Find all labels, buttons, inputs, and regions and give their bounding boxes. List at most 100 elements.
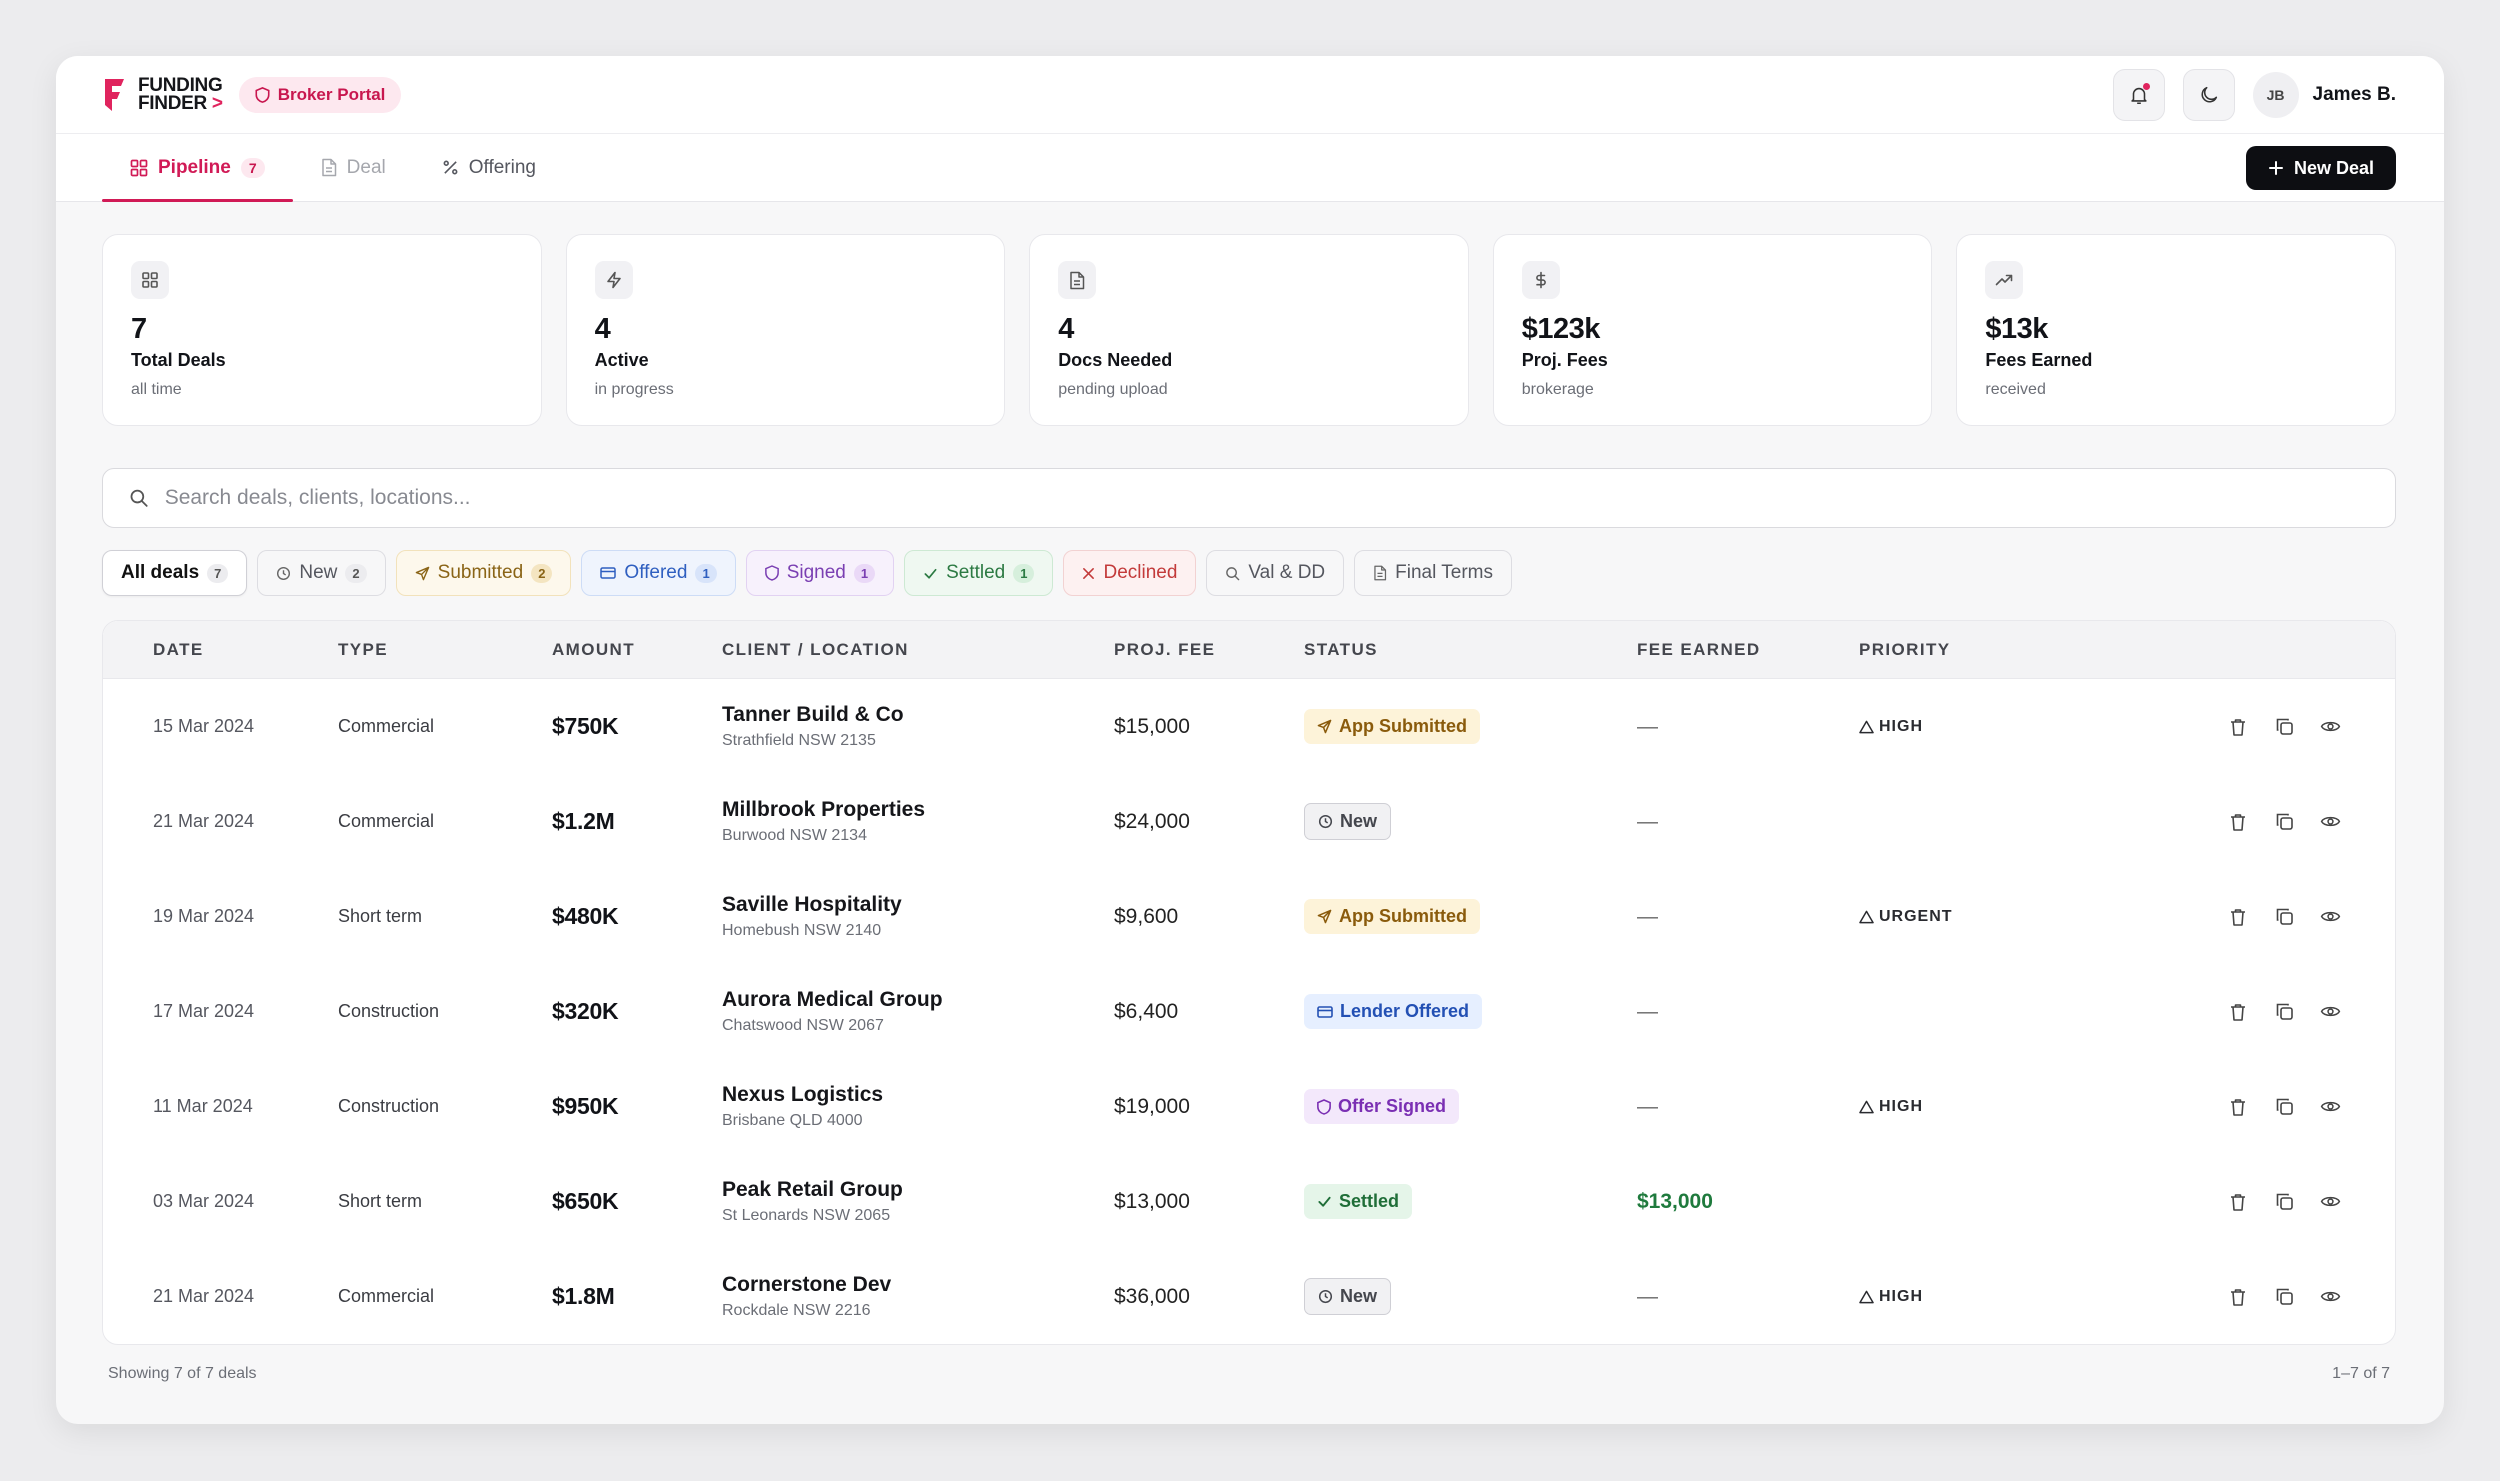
filter-count: 2 bbox=[531, 563, 553, 583]
theme-toggle-button[interactable] bbox=[2182, 68, 2235, 121]
priority-badge: URGENT bbox=[1859, 908, 2059, 926]
filter-settled[interactable]: Settled 1 bbox=[904, 550, 1054, 596]
new-deal-label: New Deal bbox=[2293, 157, 2374, 178]
search-input[interactable] bbox=[164, 486, 2369, 510]
status-badge: New bbox=[1304, 803, 1392, 840]
cell-client: Cornerstone Dev Rockdale NSW 2216 bbox=[722, 1273, 1114, 1320]
delete-icon[interactable] bbox=[2227, 1001, 2249, 1023]
column-header-client[interactable]: CLIENT / LOCATION bbox=[722, 639, 909, 659]
row-actions bbox=[2059, 1001, 2395, 1023]
table-row[interactable]: 21 Mar 2024 Commercial $1.8M Cornerstone… bbox=[103, 1249, 2395, 1344]
filter-label: Signed bbox=[786, 562, 846, 583]
client-name[interactable]: Millbrook Properties bbox=[722, 798, 926, 821]
client-location: Homebush NSW 2140 bbox=[722, 922, 882, 939]
tab-deal[interactable]: Deal bbox=[293, 134, 414, 201]
table-row[interactable]: 11 Mar 2024 Construction $950K Nexus Log… bbox=[103, 1059, 2395, 1154]
view-icon[interactable] bbox=[2319, 1096, 2341, 1118]
filter-offered[interactable]: Offered 1 bbox=[581, 550, 736, 596]
filter-label: Offered bbox=[624, 562, 688, 583]
delete-icon[interactable] bbox=[2227, 906, 2249, 928]
delete-icon[interactable] bbox=[2227, 716, 2249, 738]
cell-priority: HIGH bbox=[1859, 1098, 2059, 1116]
column-header-amount[interactable]: AMOUNT bbox=[552, 639, 635, 659]
status-badge: Settled bbox=[1304, 1184, 1413, 1219]
copy-icon[interactable] bbox=[2273, 1191, 2295, 1213]
view-icon[interactable] bbox=[2319, 1191, 2341, 1213]
table-row[interactable]: 21 Mar 2024 Commercial $1.2M Millbrook P… bbox=[103, 774, 2395, 869]
client-name[interactable]: Nexus Logistics bbox=[722, 1083, 884, 1106]
column-header-priority[interactable]: PRIORITY bbox=[1859, 639, 1951, 659]
cell-date: 11 Mar 2024 bbox=[153, 1096, 253, 1116]
search-bar[interactable] bbox=[102, 468, 2396, 528]
cell-amount: $1.2M bbox=[552, 808, 615, 834]
cell-status: App Submitted bbox=[1304, 899, 1637, 934]
notifications-button[interactable] bbox=[2112, 68, 2165, 121]
cell-status: Lender Offered bbox=[1304, 994, 1637, 1029]
delete-icon[interactable] bbox=[2227, 1286, 2249, 1308]
table-row[interactable]: 17 Mar 2024 Construction $320K Aurora Me… bbox=[103, 964, 2395, 1059]
cell-date: 21 Mar 2024 bbox=[153, 1286, 255, 1306]
client-name[interactable]: Cornerstone Dev bbox=[722, 1273, 892, 1296]
delete-icon[interactable] bbox=[2227, 1096, 2249, 1118]
column-header-type[interactable]: TYPE bbox=[338, 639, 389, 659]
table-row[interactable]: 19 Mar 2024 Short term $480K Saville Hos… bbox=[103, 869, 2395, 964]
header-actions: JB James B. bbox=[2112, 68, 2396, 121]
tab-pipeline[interactable]: Pipeline 7 bbox=[102, 134, 293, 202]
view-icon[interactable] bbox=[2319, 811, 2341, 833]
filter-val-dd[interactable]: Val & DD bbox=[1206, 550, 1345, 596]
table-row[interactable]: 03 Mar 2024 Short term $650K Peak Retail… bbox=[103, 1154, 2395, 1249]
logo[interactable]: FUNDING FINDER > bbox=[102, 75, 223, 115]
client-name[interactable]: Peak Retail Group bbox=[722, 1178, 903, 1201]
tab-offering[interactable]: Offering bbox=[414, 134, 564, 201]
user-name[interactable]: James B. bbox=[2312, 83, 2396, 105]
send-icon bbox=[415, 566, 429, 580]
moon-icon bbox=[2201, 86, 2217, 103]
delete-icon[interactable] bbox=[2227, 811, 2249, 833]
copy-icon[interactable] bbox=[2273, 811, 2295, 833]
filter-count: 1 bbox=[695, 563, 717, 583]
filter-new[interactable]: New 2 bbox=[257, 550, 386, 596]
cell-proj-fee: $13,000 bbox=[1114, 1189, 1190, 1213]
view-icon[interactable] bbox=[2319, 906, 2341, 928]
copy-icon[interactable] bbox=[2273, 1096, 2295, 1118]
filter-all-deals[interactable]: All deals 7 bbox=[102, 550, 248, 596]
view-icon[interactable] bbox=[2319, 1001, 2341, 1023]
column-header-date[interactable]: DATE bbox=[153, 639, 204, 659]
client-name[interactable]: Aurora Medical Group bbox=[722, 988, 943, 1011]
column-header-proj-fee[interactable]: PROJ. FEE bbox=[1114, 639, 1216, 659]
new-deal-button[interactable]: New Deal bbox=[2245, 146, 2396, 190]
cell-fee-earned: — bbox=[1637, 904, 1658, 928]
delete-icon[interactable] bbox=[2227, 1191, 2249, 1213]
status-label: App Submitted bbox=[1339, 906, 1467, 926]
stat-docs-needed: 4 Docs Needed pending upload bbox=[1029, 234, 1469, 426]
filter-signed[interactable]: Signed 1 bbox=[745, 550, 895, 596]
copy-icon[interactable] bbox=[2273, 1286, 2295, 1308]
view-icon[interactable] bbox=[2319, 716, 2341, 738]
filter-final-terms[interactable]: Final Terms bbox=[1354, 550, 1512, 596]
copy-icon[interactable] bbox=[2273, 716, 2295, 738]
cell-client: Aurora Medical Group Chatswood NSW 2067 bbox=[722, 988, 1114, 1035]
tab-deal-label: Deal bbox=[346, 156, 386, 178]
row-actions bbox=[2059, 716, 2395, 738]
search-icon bbox=[130, 489, 148, 507]
cell-type: Commercial bbox=[338, 716, 435, 736]
client-name[interactable]: Saville Hospitality bbox=[722, 893, 902, 916]
avatar[interactable]: JB bbox=[2252, 71, 2299, 118]
cell-amount: $650K bbox=[552, 1188, 619, 1214]
filter-submitted[interactable]: Submitted 2 bbox=[395, 550, 572, 596]
broker-portal-badge: Broker Portal bbox=[238, 76, 402, 113]
filter-declined[interactable]: Declined bbox=[1063, 550, 1197, 596]
column-header-fee-earned[interactable]: FEE EARNED bbox=[1637, 639, 1761, 659]
filter-label: Declined bbox=[1103, 562, 1178, 583]
status-label: New bbox=[1340, 811, 1378, 831]
client-name[interactable]: Tanner Build & Co bbox=[722, 703, 904, 726]
table-footer: Showing 7 of 7 deals 1–7 of 7 bbox=[56, 1345, 2444, 1383]
copy-icon[interactable] bbox=[2273, 906, 2295, 928]
cell-date: 19 Mar 2024 bbox=[153, 906, 255, 926]
copy-icon[interactable] bbox=[2273, 1001, 2295, 1023]
cell-proj-fee: $36,000 bbox=[1114, 1284, 1190, 1308]
stat-proj-fees: $123k Proj. Fees brokerage bbox=[1492, 234, 1933, 426]
column-header-status[interactable]: STATUS bbox=[1304, 639, 1378, 659]
table-row[interactable]: 15 Mar 2024 Commercial $750K Tanner Buil… bbox=[103, 679, 2395, 774]
view-icon[interactable] bbox=[2319, 1286, 2341, 1308]
